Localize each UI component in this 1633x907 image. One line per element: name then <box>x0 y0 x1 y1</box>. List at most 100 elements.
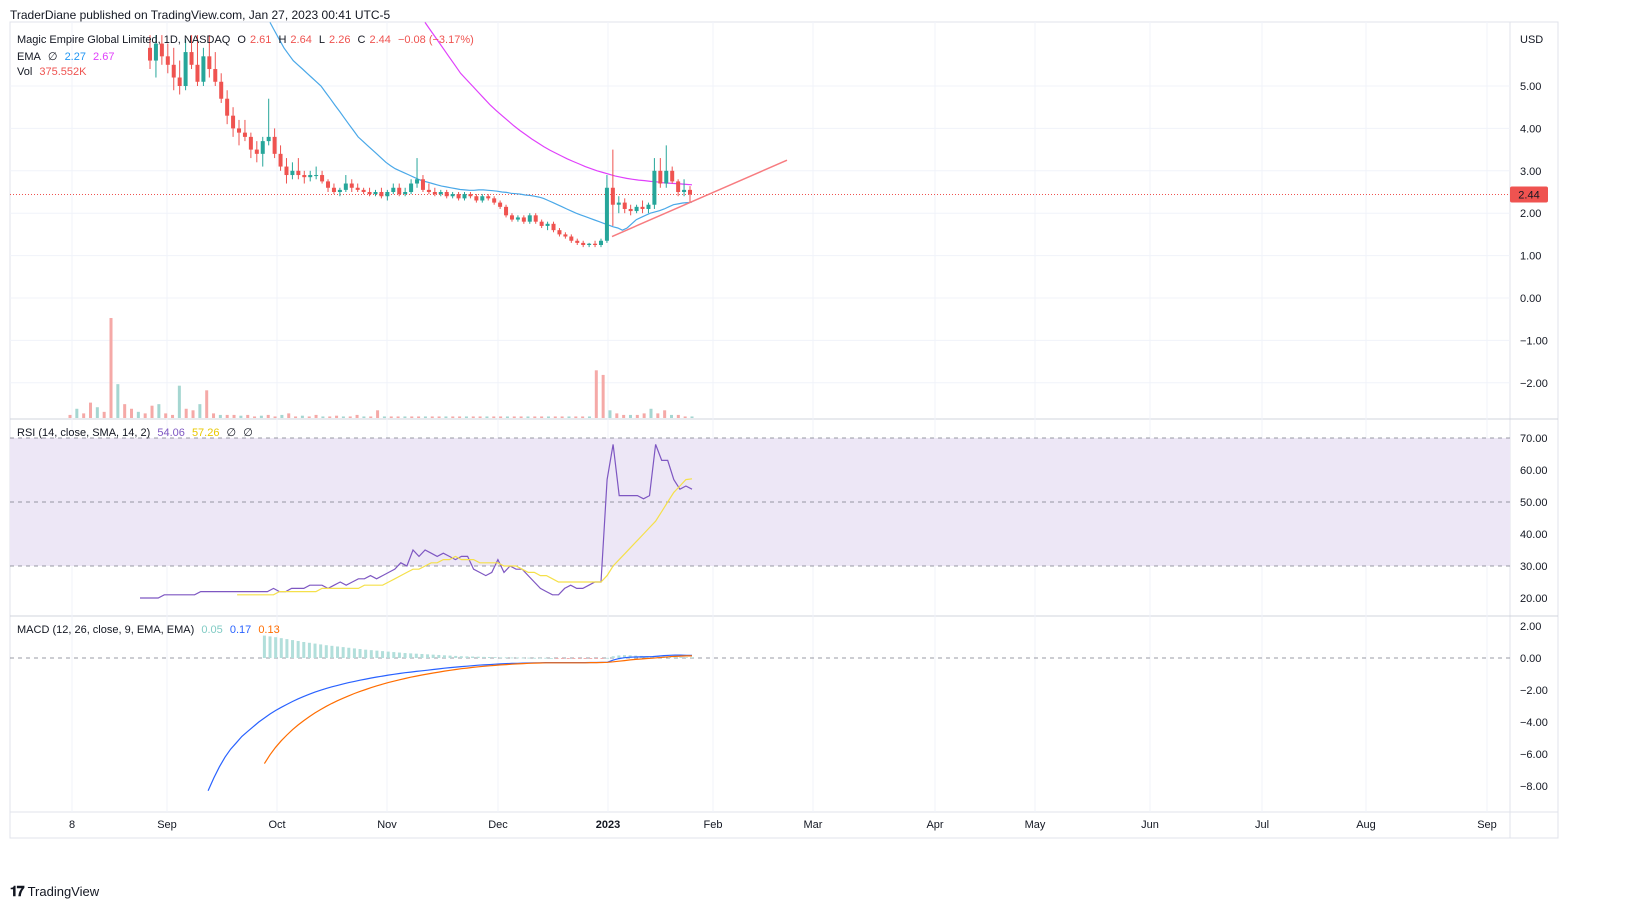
time-tick-label: Oct <box>268 819 285 831</box>
volume-bar <box>526 416 530 418</box>
time-tick-label: Mar <box>804 819 823 831</box>
price-tick-label: 5.00 <box>1520 81 1541 93</box>
volume-bar <box>157 404 161 418</box>
volume-bar <box>369 416 373 418</box>
candle-body <box>320 175 325 182</box>
macd-line <box>207 654 692 792</box>
macd-histogram-bar <box>347 647 351 658</box>
candle-body <box>189 52 194 65</box>
candle-body <box>581 242 586 245</box>
macd-legend[interactable]: MACD (12, 26, close, 9, EMA, EMA) 0.05 0… <box>17 624 284 636</box>
candle-body <box>438 192 443 195</box>
high-value: 2.64 <box>290 34 312 46</box>
candle-body <box>361 189 366 192</box>
symbol-title[interactable]: Magic Empire Global Limited, 1D, NASDAQ <box>17 34 231 46</box>
macd-histogram-bar <box>566 658 570 659</box>
macd-histogram-bar <box>544 657 548 659</box>
macd-histogram-bar <box>307 642 311 658</box>
macd-histogram-bar <box>324 645 328 658</box>
macd-histogram-bar <box>397 652 401 658</box>
candle-body <box>492 198 497 203</box>
candle-body <box>260 141 265 154</box>
volume-bar <box>150 405 154 418</box>
volume-legend[interactable]: Vol 375.552K <box>17 66 90 78</box>
candle-body <box>183 52 188 86</box>
candle-body <box>533 215 538 222</box>
macd-histogram-bar <box>572 658 576 659</box>
candle-body <box>254 149 259 154</box>
eye-off-icon[interactable]: ∅ <box>47 51 58 63</box>
rsi-legend[interactable]: RSI (14, close, SMA, 14, 2) 54.06 57.26 … <box>17 426 257 439</box>
ema-fast-line <box>269 22 693 231</box>
volume-bar <box>403 416 407 418</box>
volume-bar <box>512 416 516 418</box>
macd-histogram-bar <box>358 649 362 658</box>
volume-bar <box>136 411 140 418</box>
candle-body <box>450 194 455 197</box>
macd-tick-label: −8.00 <box>1520 781 1548 793</box>
volume-bar <box>464 416 468 418</box>
macd-histogram-bar <box>561 658 565 659</box>
volume-bar <box>663 410 667 418</box>
macd-histogram-bar <box>364 649 368 658</box>
time-tick-label: 2023 <box>596 819 620 831</box>
volume-bar <box>253 416 257 418</box>
rsi-sma-value: 57.26 <box>191 427 220 439</box>
volume-bar <box>259 415 263 418</box>
volume-bar <box>410 416 414 418</box>
candle-body <box>688 189 692 195</box>
ema-legend[interactable]: EMA ∅ 2.27 2.67 <box>17 50 118 63</box>
volume-bar <box>198 404 202 418</box>
candle-body <box>308 175 313 178</box>
volume-bar <box>143 413 147 418</box>
ema-slow-line <box>424 22 693 186</box>
macd-histogram-bar <box>352 648 356 658</box>
candle-body <box>343 183 348 190</box>
volume-bar <box>335 415 339 418</box>
volume-bar <box>546 416 550 418</box>
volume-bar <box>164 413 168 418</box>
volume-bar <box>341 416 345 418</box>
price-legend: Magic Empire Global Limited, 1D, NASDAQ … <box>17 34 478 46</box>
volume-bar <box>451 416 455 418</box>
price-tick-label: 4.00 <box>1520 123 1541 135</box>
volume-bar <box>540 416 544 418</box>
volume-bar <box>574 416 578 418</box>
volume-bar <box>95 407 99 418</box>
volume-bar <box>567 416 571 418</box>
volume-bar <box>130 408 134 418</box>
macd-histogram-bar <box>690 657 694 658</box>
time-tick-label: Apr <box>926 819 943 831</box>
time-tick-label: Sep <box>1477 819 1497 831</box>
volume-bar <box>109 318 113 418</box>
rsi-extra-1: ∅ <box>226 427 237 439</box>
candle-body <box>676 181 681 192</box>
candle-body <box>509 215 514 220</box>
last-price-tag <box>1510 186 1548 203</box>
candle-body <box>177 77 182 86</box>
volume-bar <box>218 414 222 418</box>
macd-histogram-bar <box>386 651 390 658</box>
candle-body <box>379 192 384 197</box>
macd-histogram-bar <box>296 641 300 658</box>
macd-histogram-bar <box>268 636 272 658</box>
candle-body <box>486 196 491 199</box>
volume-bar <box>300 415 304 418</box>
candle-body <box>604 187 609 241</box>
rsi-sma-line <box>237 478 693 596</box>
candle-body <box>498 202 503 207</box>
macd-histogram-bar <box>504 657 508 659</box>
volume-bar <box>601 374 605 418</box>
candle-body <box>480 196 485 201</box>
tradingview-footer[interactable]: 𝟏𝟕 TradingView <box>10 883 99 900</box>
macd-tick-label: −4.00 <box>1520 717 1548 729</box>
candle-body <box>640 206 645 209</box>
macd-histogram-bar <box>679 657 683 658</box>
rsi-tick-label: 40.00 <box>1520 529 1548 541</box>
candle-body <box>148 47 152 61</box>
volume-bar <box>690 416 694 418</box>
ema-fast-value: 2.27 <box>64 51 86 63</box>
macd-histogram-bar <box>454 655 458 658</box>
volume-bar <box>382 416 386 418</box>
